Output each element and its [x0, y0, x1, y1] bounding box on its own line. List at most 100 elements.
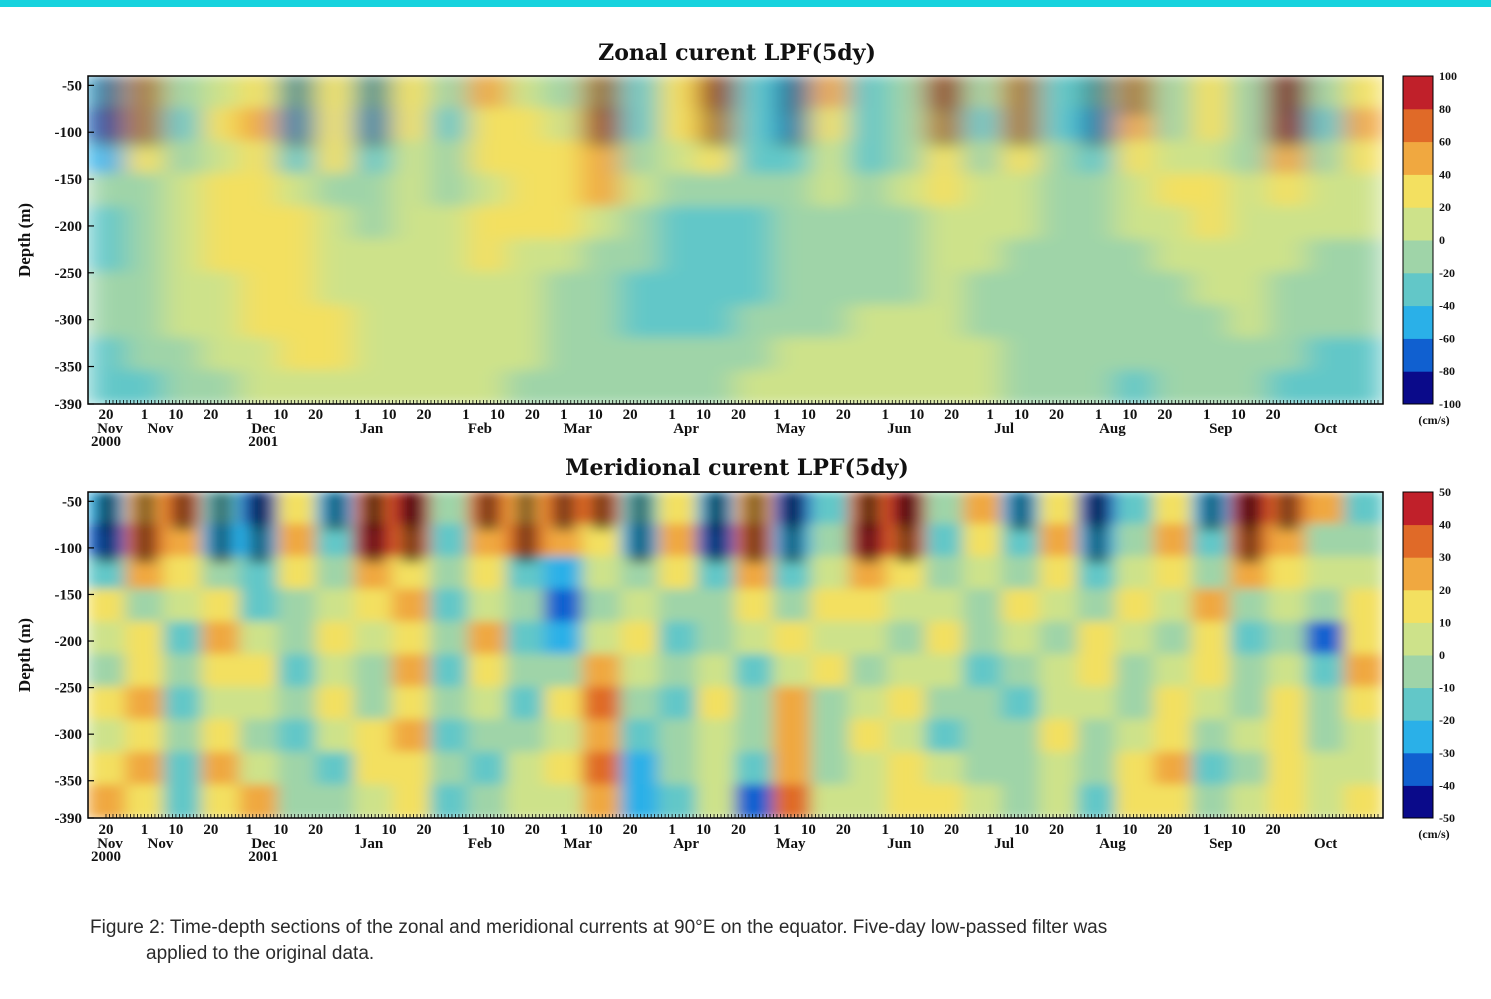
- heatmap-cell: [1305, 173, 1346, 209]
- heatmap-cell: [315, 239, 356, 274]
- x-tick-label: 20: [1157, 822, 1172, 838]
- x-tick-label: 20: [1266, 407, 1281, 423]
- x-tick-label: 1: [986, 407, 994, 423]
- x-tick-label: 10: [273, 407, 288, 423]
- heatmap-cell: [315, 621, 356, 656]
- heatmap-cell: [810, 239, 851, 274]
- x-tick-label: 20: [1266, 822, 1281, 838]
- x-tick-label: 1: [246, 822, 254, 838]
- heatmap-cell: [848, 621, 889, 656]
- x-tick-label: 20: [731, 822, 746, 838]
- heatmap-cell: [582, 751, 623, 787]
- heatmap-cell: [620, 271, 661, 307]
- heatmap-cell: [1343, 76, 1383, 110]
- heatmap-cell: [582, 654, 623, 689]
- top-accent-bar: [0, 0, 1491, 7]
- heatmap-cell: [1267, 337, 1308, 373]
- x-tick-label: 20: [836, 407, 851, 423]
- heatmap-cell: [429, 719, 470, 754]
- heatmap-cell: [658, 751, 699, 787]
- heatmap-cell: [582, 271, 623, 307]
- heatmap-cell: [696, 337, 737, 373]
- heatmap-cell: [886, 304, 927, 340]
- x-month-label: Aug: [1099, 421, 1126, 437]
- x-month-label: Mar: [564, 836, 593, 852]
- heatmap-cell: [810, 523, 851, 559]
- heatmap-cell: [1039, 588, 1080, 624]
- heatmap-cell: [1191, 784, 1232, 818]
- heatmap-cell: [1115, 784, 1156, 818]
- x-year-label: 2000: [91, 849, 121, 865]
- heatmap-cell: [734, 304, 775, 340]
- x-tick-label: 20: [203, 407, 218, 423]
- x-month-label: Apr: [673, 836, 699, 852]
- heatmap-cell: [1229, 173, 1270, 209]
- heatmap-cell: [620, 370, 661, 404]
- heatmap-cell: [658, 173, 699, 209]
- heatmap-cell: [1115, 654, 1156, 689]
- zonal-y-axis: -50 -100 -150 -200 -250 -300 -350 -390: [55, 78, 94, 413]
- heatmap-cell: [1153, 140, 1194, 176]
- heatmap-cell: [886, 239, 927, 274]
- x-tick-label: 1: [1203, 822, 1211, 838]
- x-tick-label: 10: [1231, 407, 1246, 423]
- heatmap-cell: [1077, 751, 1118, 787]
- heatmap-cell: [924, 492, 966, 526]
- heatmap-cell: [810, 76, 851, 110]
- heatmap-cell: [1153, 751, 1194, 787]
- heatmap-cell: [239, 173, 280, 209]
- heatmap-cell: [582, 337, 623, 373]
- x-tick-label: 1: [560, 822, 568, 838]
- heatmap-cell: [1191, 206, 1232, 241]
- heatmap-cell: [467, 751, 508, 787]
- heatmap-cell: [1267, 719, 1308, 754]
- heatmap-cell: [848, 719, 889, 754]
- heatmap-cell: [353, 304, 394, 340]
- heatmap-cell: [277, 206, 318, 241]
- contour-band: [516, 492, 536, 564]
- heatmap-cell: [1267, 751, 1308, 787]
- x-tick-label: 20: [417, 822, 432, 838]
- colorbar-swatch: [1403, 108, 1433, 143]
- heatmap-cell: [924, 719, 966, 754]
- heatmap-cell: [1267, 556, 1308, 591]
- x-tick-label: 20: [525, 407, 540, 423]
- heatmap-cell: [734, 654, 775, 689]
- heatmap-cell: [1305, 556, 1346, 591]
- contour-band: [1087, 76, 1107, 149]
- heatmap-cell: [886, 719, 927, 754]
- heatmap-cell: [1343, 239, 1383, 274]
- x-tick-label: 1: [1095, 822, 1103, 838]
- x-tick-label: 1: [882, 822, 890, 838]
- colorbar-swatch: [1403, 272, 1433, 307]
- heatmap-cell: [1115, 556, 1156, 591]
- x-tick-label: 20: [836, 822, 851, 838]
- heatmap-cell: [467, 556, 508, 591]
- heatmap-cell: [544, 271, 585, 307]
- heatmap-cell: [620, 206, 661, 241]
- heatmap-cell: [1191, 337, 1232, 373]
- heatmap-cell: [1001, 654, 1042, 689]
- heatmap-cell: [467, 784, 508, 818]
- x-month-label: May: [776, 421, 806, 437]
- heatmap-cell: [1267, 271, 1308, 307]
- contour-band: [554, 492, 574, 532]
- heatmap-cell: [924, 206, 966, 241]
- heatmap-cell: [544, 304, 585, 340]
- colorbar-swatch: [1403, 240, 1433, 274]
- heatmap-cell: [163, 588, 204, 624]
- heatmap-cell: [277, 556, 318, 591]
- heatmap-cell: [1001, 556, 1042, 591]
- heatmap-cell: [1305, 751, 1346, 787]
- heatmap-cell: [163, 654, 204, 689]
- x-tick-label: 10: [588, 407, 603, 423]
- heatmap-cell: [696, 239, 737, 274]
- heatmap-cell: [544, 686, 585, 722]
- x-month-label: Jun: [887, 421, 912, 437]
- heatmap-cell: [772, 206, 813, 241]
- heatmap-cell: [1153, 76, 1194, 110]
- heatmap-cell: [772, 784, 813, 818]
- x-tick-label: 10: [909, 407, 924, 423]
- heatmap-cell: [772, 654, 813, 689]
- heatmap-cell: [1191, 107, 1232, 143]
